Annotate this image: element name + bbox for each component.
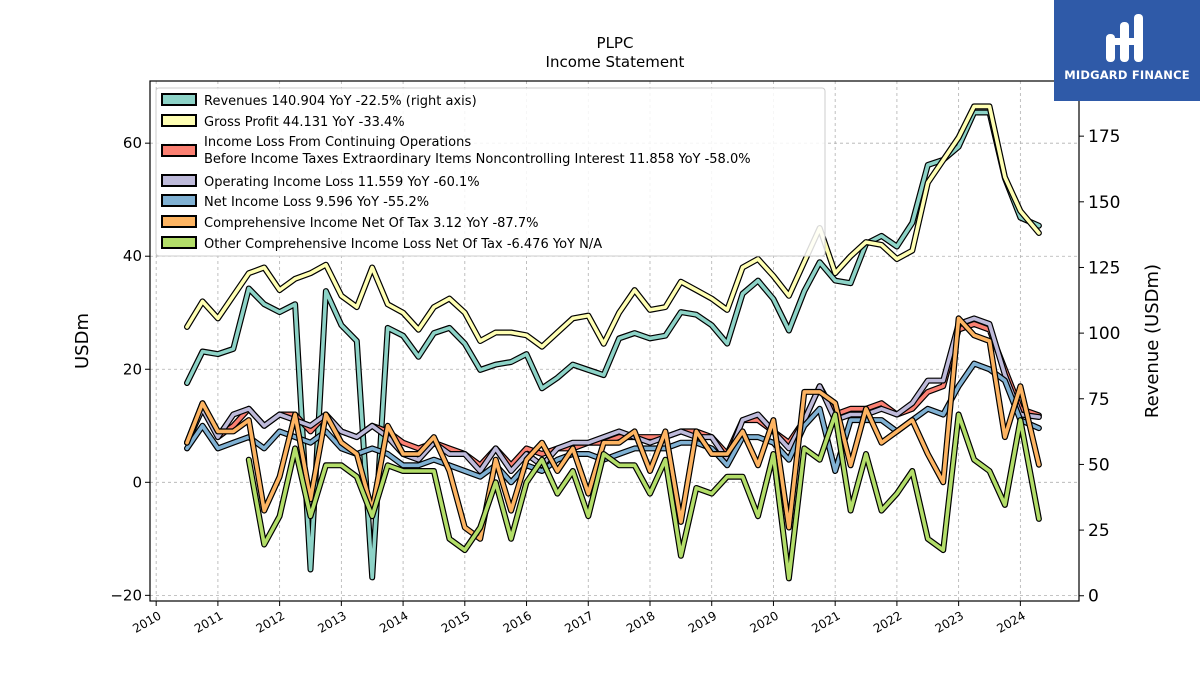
legend-label: Before Income Taxes Extraordinary Items …	[204, 152, 751, 167]
legend-swatch	[161, 93, 197, 106]
legend-swatch	[161, 174, 197, 187]
legend-swatch	[161, 194, 197, 207]
left-tick-label: 60	[123, 134, 142, 152]
series-line-gross-profit	[185, 104, 1041, 349]
legend-label: Other Comprehensive Income Loss Net Of T…	[204, 237, 602, 252]
left-axis: −20 0 20 40 60	[110, 134, 150, 604]
right-tick-label: 125	[1088, 258, 1120, 278]
legend-label: Operating Income Loss 11.559 YoY -60.1%	[204, 175, 480, 190]
left-tick-label: 20	[123, 360, 142, 378]
right-tick-label: 75	[1088, 390, 1110, 410]
right-tick-label: 50	[1088, 455, 1110, 475]
x-tick-label: 2019	[686, 608, 719, 635]
plot-frame	[149, 80, 1080, 602]
x-tick-label: 2022	[871, 608, 904, 635]
x-tick-label: 2018	[624, 608, 657, 635]
x-tick-label: 2011	[192, 608, 225, 635]
legend-label: Gross Profit 44.131 YoY -33.4%	[204, 115, 405, 130]
right-axis: 0 25 50 75 100 125 150 175	[1079, 127, 1120, 607]
right-tick-label: 0	[1088, 587, 1099, 607]
brand-name: MIDGARD FINANCE	[1064, 68, 1190, 82]
legend: Revenues 140.904 YoY -22.5% (right axis)…	[155, 87, 826, 257]
legend-swatch	[161, 236, 197, 249]
x-tick-label: 2014	[377, 608, 410, 635]
x-tick-label: 2015	[439, 608, 472, 635]
left-axis-label: USDm	[72, 313, 93, 369]
x-axis: 2010 2011 2012 2013 2014 2015 2016 2017 2018 2019…	[130, 601, 1028, 636]
left-tick-label: 40	[123, 247, 142, 265]
legend-label: Comprehensive Income Net Of Tax 3.12 YoY…	[204, 216, 538, 231]
right-axis-label: Revenue (USDm)	[1142, 264, 1163, 418]
legend-swatch	[161, 144, 197, 157]
brand-logo: MIDGARD FINANCE	[1054, 0, 1200, 101]
x-tick-label: 2024	[994, 608, 1027, 635]
legend-swatch	[161, 114, 197, 127]
x-tick-label: 2020	[747, 608, 780, 635]
x-tick-label: 2016	[501, 608, 534, 635]
series-line-other-comprehensive-income-loss-net-of-tax	[247, 412, 1041, 581]
midgard-logo-icon	[1106, 14, 1143, 62]
series-line-revenues	[185, 110, 1041, 580]
legend-label: Revenues 140.904 YoY -22.5% (right axis)	[204, 94, 477, 109]
left-tick-label: −20	[110, 586, 142, 604]
right-tick-label: 25	[1088, 521, 1110, 541]
right-tick-label: 150	[1088, 193, 1120, 213]
left-tick-label: 0	[132, 473, 142, 491]
chart-title: PLPC	[597, 34, 634, 52]
x-tick-label: 2021	[809, 608, 842, 635]
series-layer	[184, 103, 1042, 582]
chart-subtitle: Income Statement	[546, 53, 685, 71]
x-tick-label: 2013	[315, 608, 348, 635]
x-tick-label: 2017	[562, 608, 595, 635]
x-tick-label: 2010	[130, 608, 163, 635]
legend-label: Net Income Loss 9.596 YoY -55.2%	[204, 195, 429, 210]
x-tick-label: 2012	[254, 608, 287, 635]
legend-swatch	[161, 215, 197, 228]
series-line-comprehensive-income-net-of-tax	[185, 316, 1041, 541]
right-tick-label: 175	[1088, 127, 1120, 147]
legend-box	[155, 87, 826, 257]
legend-label: Income Loss From Continuing Operations	[204, 135, 471, 150]
x-tick-label: 2023	[933, 608, 966, 635]
right-tick-label: 100	[1088, 324, 1120, 344]
